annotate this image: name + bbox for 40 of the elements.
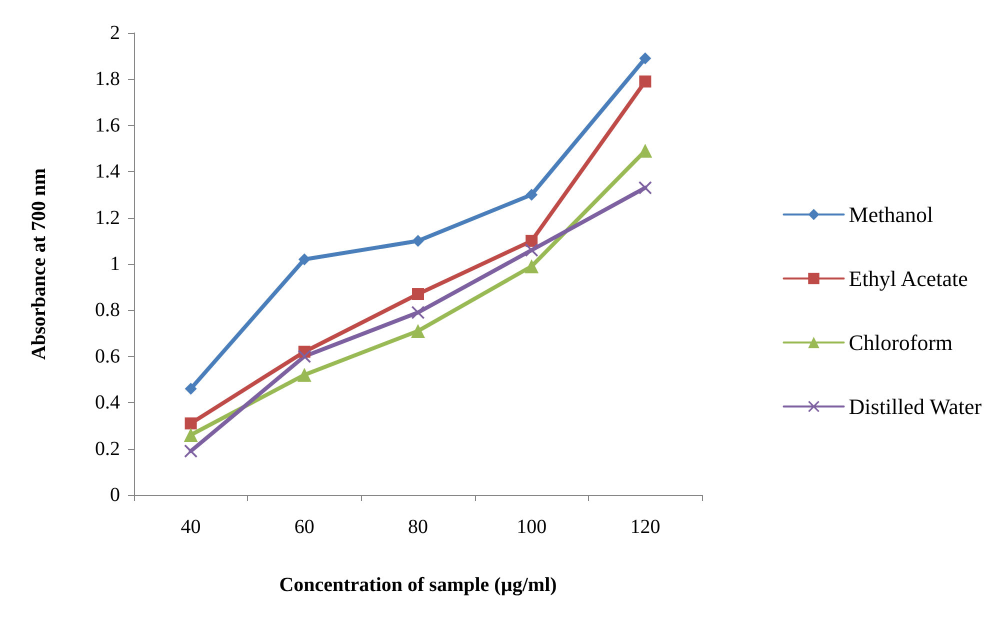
y-axis-title: Absorbance at 700 nm (28, 168, 50, 360)
point (412, 234, 424, 247)
y-tick-label: 0 (110, 484, 120, 506)
point (412, 288, 424, 300)
point (639, 52, 652, 64)
y-tick-label: 0.6 (95, 345, 120, 368)
point (526, 188, 538, 201)
y-tick-label: 0.4 (95, 392, 120, 414)
y-tick-label: 2 (110, 22, 120, 44)
y-tick-label: 1.8 (95, 68, 120, 90)
x-tick-label: 100 (516, 516, 547, 538)
point (526, 234, 538, 247)
y-tick-label: 1.6 (95, 114, 120, 136)
y-tick-label: 1.2 (95, 206, 120, 229)
y-tick-label: 0.2 (95, 438, 120, 460)
x-tick-label: 120 (630, 516, 660, 538)
point (411, 324, 425, 338)
point (638, 181, 652, 194)
point (184, 417, 197, 430)
x-axis-title: Concentration of sample (µg/ml) (279, 574, 557, 596)
legend-label: Methanol (848, 202, 934, 227)
legend-label: Distilled Water (848, 394, 982, 419)
y-tick-label: 1.4 (95, 160, 120, 183)
y-tick-label: 1 (110, 253, 120, 275)
x-tick-label: 80 (408, 516, 428, 538)
point (412, 306, 424, 320)
x-tick-label: 40 (180, 516, 201, 538)
point (524, 259, 539, 274)
point (298, 350, 311, 363)
legend-label: Ethyl Acetate (848, 266, 968, 291)
legend-label: Chloroform (848, 330, 953, 355)
point (298, 253, 310, 266)
point (297, 368, 312, 382)
point (639, 76, 652, 88)
point (184, 382, 197, 395)
point (184, 428, 198, 442)
point (184, 444, 198, 458)
x-tick-label: 60 (294, 516, 314, 538)
point (525, 244, 538, 257)
y-tick-label: 0.8 (95, 299, 120, 322)
